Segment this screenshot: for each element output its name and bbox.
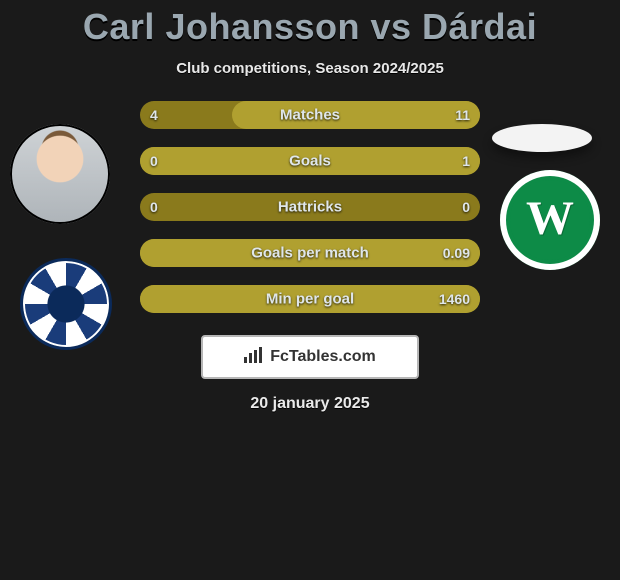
brand-text: FcTables.com bbox=[270, 348, 376, 366]
stat-row: 0.09Goals per match bbox=[140, 239, 480, 267]
stat-bar-track bbox=[140, 193, 480, 221]
stat-value-left: 0 bbox=[150, 153, 158, 169]
stat-bar-fill bbox=[232, 101, 480, 129]
brand-badge: FcTables.com bbox=[201, 335, 419, 379]
stat-row: 411Matches bbox=[140, 101, 480, 129]
stats-bars: 411Matches01Goals00Hattricks0.09Goals pe… bbox=[140, 101, 480, 313]
stat-value-right: 0.09 bbox=[443, 245, 470, 261]
page-subtitle: Club competitions, Season 2024/2025 bbox=[0, 60, 620, 77]
stat-row: 1460Min per goal bbox=[140, 285, 480, 313]
date-label: 20 january 2025 bbox=[0, 395, 620, 413]
stat-value-left: 0 bbox=[150, 199, 158, 215]
club-left-crest-icon bbox=[20, 258, 112, 350]
stat-value-right: 1 bbox=[462, 153, 470, 169]
stat-value-right: 0 bbox=[462, 199, 470, 215]
stat-row: 00Hattricks bbox=[140, 193, 480, 221]
brand-chart-icon bbox=[244, 347, 264, 368]
stat-bar-fill bbox=[140, 147, 480, 175]
stat-value-right: 1460 bbox=[439, 291, 470, 307]
stat-bar-fill bbox=[140, 239, 480, 267]
stat-bar-fill bbox=[140, 285, 480, 313]
stat-value-left: 4 bbox=[150, 107, 158, 123]
stat-value-right: 11 bbox=[455, 107, 470, 123]
club-right-crest-icon: W bbox=[500, 170, 600, 270]
stat-row: 01Goals bbox=[140, 147, 480, 175]
club-right-crest-letter: W bbox=[526, 191, 574, 246]
player-left-avatar bbox=[10, 124, 110, 224]
player-right-avatar bbox=[492, 124, 592, 152]
comparison-card: Carl Johansson vs Dárdai Club competitio… bbox=[0, 0, 620, 580]
page-title: Carl Johansson vs Dárdai bbox=[0, 0, 620, 48]
